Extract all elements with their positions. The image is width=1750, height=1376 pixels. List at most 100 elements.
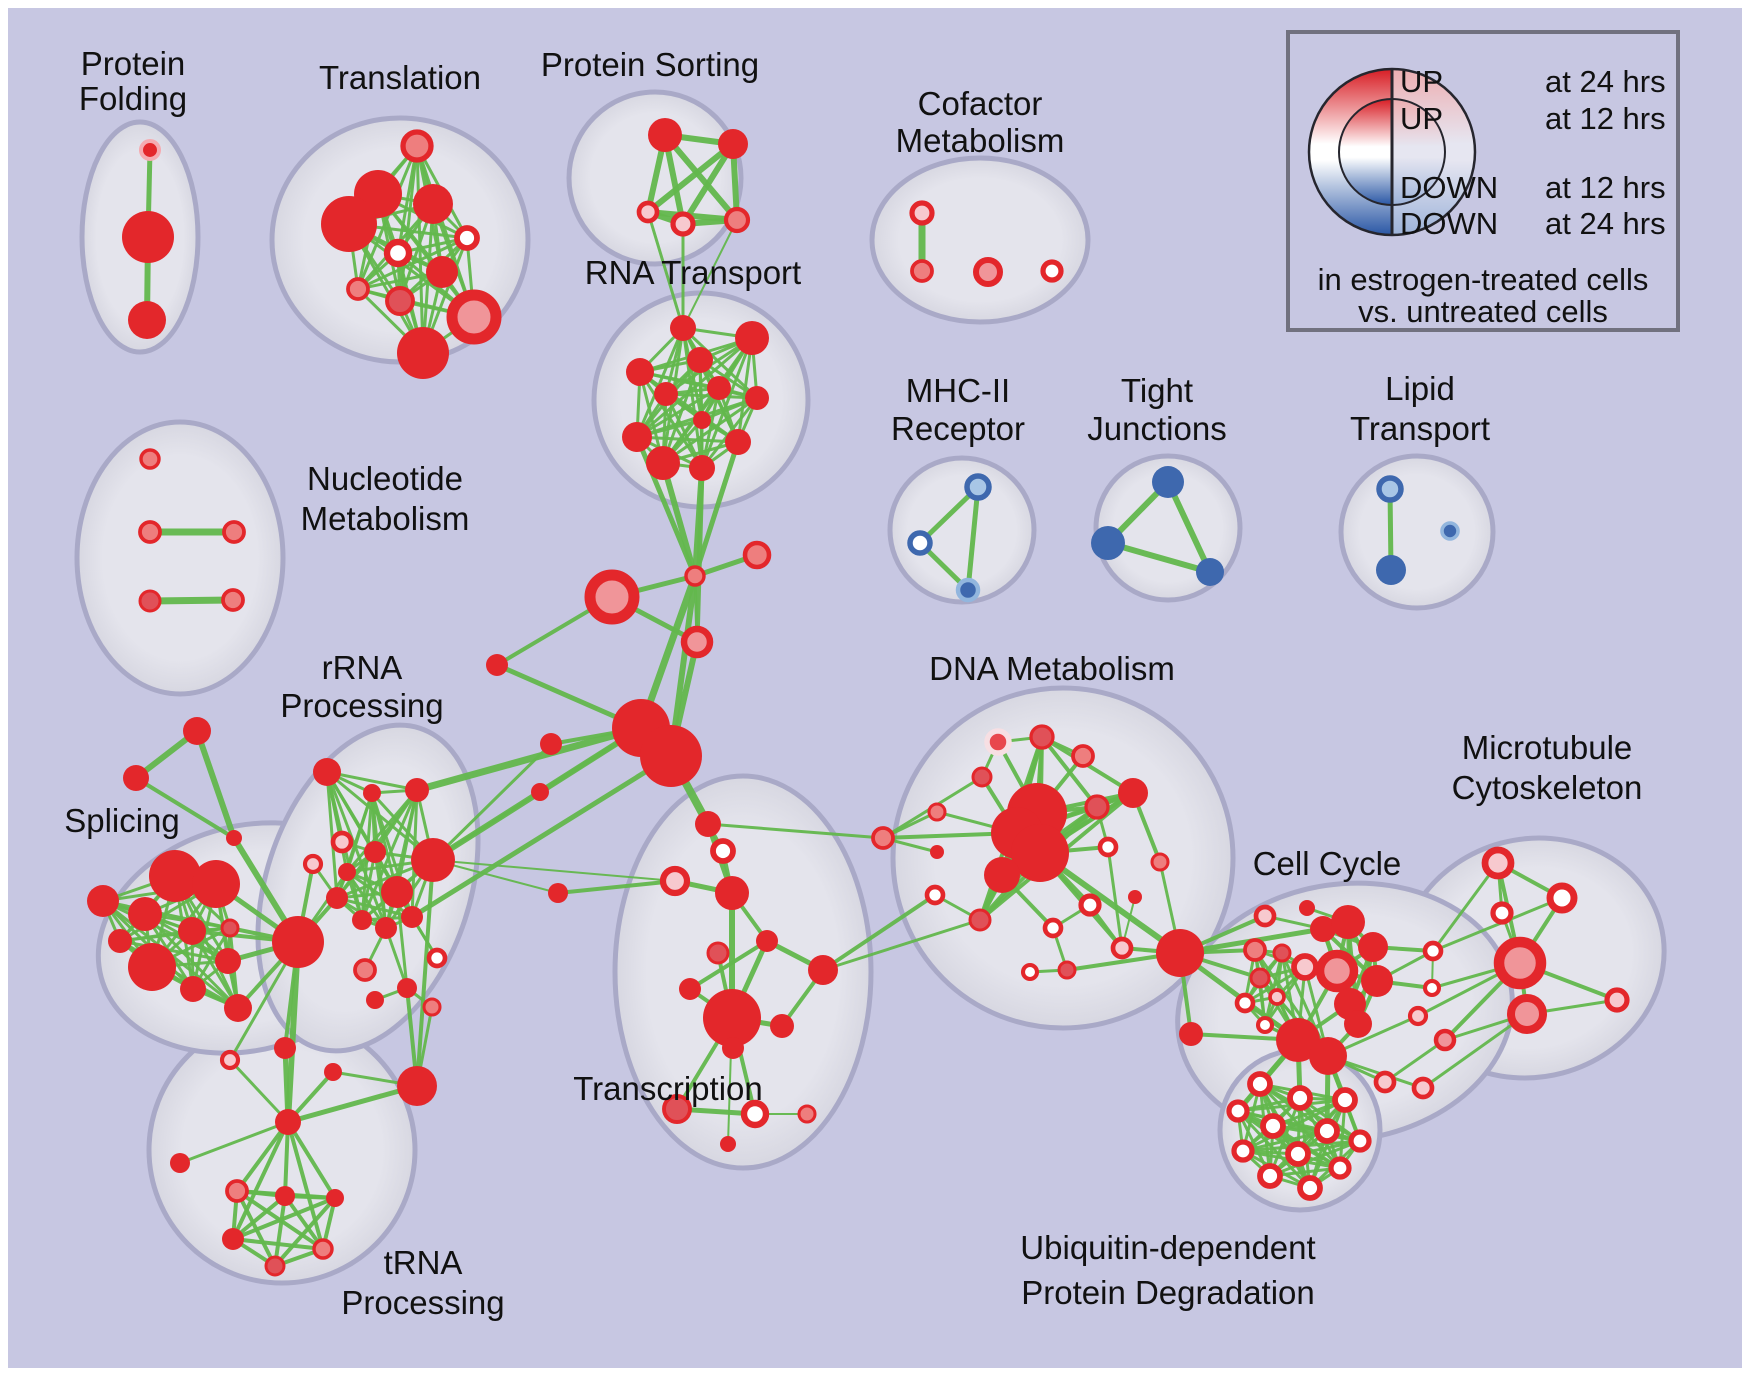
gene-node-rr11 [352,910,372,930]
gene-node-rr7 [338,863,356,881]
gene-node-cn3 [1407,1005,1429,1027]
cluster-label-lipid-transport: Lipid [1385,370,1455,407]
legend-time-0: at 24 hrs [1545,64,1666,99]
gene-node-cc3 [1310,916,1336,942]
gene-node-r10 [646,446,680,480]
edge-tn6-tn7 [231,1196,337,1241]
gene-node-dm10 [1150,852,1170,872]
gene-node-s10 [224,994,252,1022]
gene-node-tn9 [264,1255,286,1277]
gene-node-n2 [138,520,162,544]
gene-node-cn4 [1433,1028,1457,1052]
cluster-label-trna-processing: tRNA [384,1244,463,1281]
edge-tnh-tn4 [235,1120,290,1193]
gene-node-tnb [397,1066,437,1106]
gene-node-tx8 [703,989,761,1047]
edge-tn5-tn9 [273,1194,287,1268]
gene-node-u6 [1314,1118,1340,1144]
gene-node-dm18 [924,884,946,906]
gene-node-t7 [426,256,458,288]
gene-node-s9 [180,976,206,1002]
legend-direction-0: UP [1400,64,1443,99]
cluster-label-protein-folding: Protein [81,45,186,82]
gene-node-tr1 [183,717,211,745]
gene-node-dm16 [1110,936,1134,960]
gene-node-dm14 [1057,960,1077,980]
gene-node-tx12 [662,1094,692,1124]
edge-rr9-rr16 [395,890,409,990]
cluster-label-translation: Translation [319,59,481,96]
gene-node-c1 [684,565,706,587]
edge-s4-s8 [101,899,230,963]
gene-node-u9 [1285,1141,1311,1167]
gene-node-t11 [397,327,449,379]
gene-node-dmh3 [1011,824,1069,882]
gene-node-tnh [275,1109,301,1135]
gene-node-cc15 [1234,992,1256,1014]
gene-node-cc6 [1315,949,1359,993]
gene-node-cc14 [1268,988,1286,1006]
gene-node-s7 [220,918,240,938]
gene-node-cc5 [1358,932,1388,962]
edge-r10-c1 [660,460,698,579]
edge-cc17-cn4 [1383,1038,1447,1084]
gene-node-lp2 [1440,521,1460,541]
edge-rr6-rr12 [373,850,388,930]
edge-tr2-tr3 [134,776,236,840]
gene-node-cc9 [1344,1010,1372,1038]
gene-node-cc1 [1253,904,1277,928]
gene-node-tx1 [695,811,721,837]
gene-node-tj3 [1196,558,1224,586]
gene-node-tx5 [756,930,778,952]
gene-node-dm4 [971,766,993,788]
gene-node-tn6 [326,1189,344,1207]
edge-rr1-rr10 [325,770,339,900]
gene-node-dm2 [1029,724,1055,750]
edge-r2-r8 [635,336,754,439]
gene-node-tx15 [720,1136,736,1152]
gene-node-n4 [138,589,162,613]
gene-node-rr13 [401,906,423,928]
edge-h2-rr13 [409,753,674,920]
gene-node-rr16 [397,978,417,998]
gene-node-cch1 [1276,1018,1320,1062]
gene-node-r2 [735,321,769,355]
cluster-ellipse-cofactor-metabolism [869,155,1091,325]
gene-node-rr5 [302,853,324,875]
edge-r8-r12 [635,435,740,444]
edge-rr1-rr3 [325,770,419,792]
gene-node-r11 [689,455,715,481]
cluster-label-protein-folding: Folding [79,80,187,117]
gene-node-tx6 [706,941,730,965]
gene-node-rr8 [411,838,455,882]
cluster-label-lipid-transport: Transport [1350,410,1490,447]
gene-node-mid1 [548,883,568,903]
edge-tnh-tnb [285,1083,420,1125]
gene-node-s11 [108,929,132,953]
gene-node-tx4 [715,876,749,910]
gene-node-rr4 [330,830,354,854]
cluster-ellipse-lipid-transport [1338,453,1496,611]
gene-node-dm3 [1071,744,1095,768]
cluster-label-microtubule-cytoskeleton: Cytoskeleton [1452,769,1643,806]
edge-r3-r11 [638,370,704,470]
gene-node-rr3 [405,778,429,802]
gene-node-t10 [446,289,502,345]
edge-s4-s7 [101,899,232,930]
gene-node-u2 [1287,1085,1313,1111]
edge-tnh-tn8 [286,1120,325,1251]
gene-node-ccs [1179,1022,1203,1046]
gene-node-r6 [707,376,731,400]
gene-node-cc2 [1299,900,1315,916]
gene-node-t9 [385,286,415,316]
gene-node-n3 [222,520,246,544]
edge-tx11-dm18 [821,893,937,972]
legend-direction-3: DOWN [1400,206,1498,241]
cluster-label-tight-junctions: Junctions [1087,410,1226,447]
gene-node-t4 [321,196,377,252]
cluster-ellipse-mhc-ii-receptor [887,455,1037,605]
gene-node-cch2 [1309,1037,1347,1075]
cluster-label-trna-processing: Processing [341,1284,504,1321]
gene-node-cm3 [973,257,1003,287]
